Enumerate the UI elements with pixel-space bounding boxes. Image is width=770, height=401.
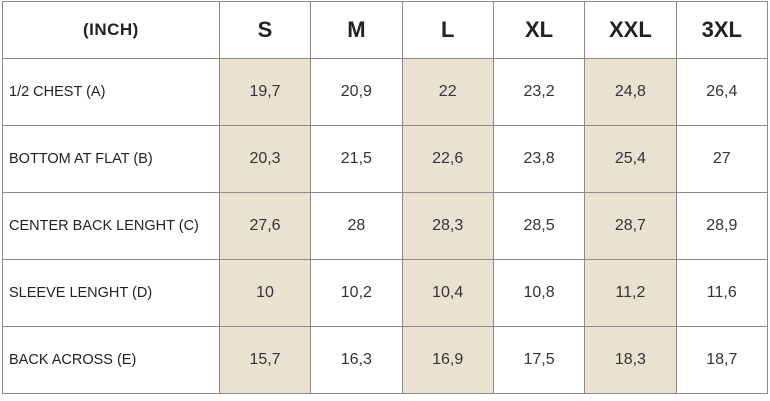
value-cell: 21,5 [310, 125, 403, 193]
value-cell: 20,3 [218, 125, 312, 193]
value-cell: 27 [675, 125, 769, 193]
value-cell: 10,4 [401, 259, 494, 327]
size-chart-table: (INCH) S M L XL XXL 3XL 1/2 CHEST (A) 19… [2, 1, 769, 394]
header-row: (INCH) S M L XL XXL 3XL [2, 1, 769, 59]
value-cell: 19,7 [218, 58, 312, 126]
value-cell: 11,6 [675, 259, 769, 327]
value-cell: 10,2 [310, 259, 403, 327]
value-cell: 24,8 [584, 58, 677, 126]
size-header-l: L [401, 1, 494, 59]
table-row-sleeve: SLEEVE LENGHT (D) 10 10,2 10,4 10,8 11,2… [2, 259, 769, 327]
row-label: CENTER BACK LENGHT (C) [2, 192, 220, 260]
value-cell: 17,5 [492, 326, 586, 394]
value-cell: 23,2 [492, 58, 586, 126]
row-label: SLEEVE LENGHT (D) [2, 259, 220, 327]
size-header-m: M [310, 1, 403, 59]
value-cell: 22,6 [401, 125, 494, 193]
value-cell: 28 [310, 192, 403, 260]
size-header-s: S [218, 1, 312, 59]
value-cell: 20,9 [310, 58, 403, 126]
size-header-3xl: 3XL [675, 1, 769, 59]
row-label: 1/2 CHEST (A) [2, 58, 220, 126]
value-cell: 11,2 [584, 259, 677, 327]
value-cell: 26,4 [675, 58, 769, 126]
table-row-chest: 1/2 CHEST (A) 19,7 20,9 22 23,2 24,8 26,… [2, 58, 769, 126]
value-cell: 18,3 [584, 326, 677, 394]
value-cell: 10,8 [492, 259, 586, 327]
value-cell: 23,8 [492, 125, 586, 193]
value-cell: 27,6 [218, 192, 312, 260]
value-cell: 25,4 [584, 125, 677, 193]
value-cell: 18,7 [675, 326, 769, 394]
value-cell: 22 [401, 58, 494, 126]
value-cell: 10 [218, 259, 312, 327]
value-cell: 16,9 [401, 326, 494, 394]
table-row-center-back: CENTER BACK LENGHT (C) 27,6 28 28,3 28,5… [2, 192, 769, 260]
table-row-bottom: BOTTOM AT FLAT (B) 20,3 21,5 22,6 23,8 2… [2, 125, 769, 193]
value-cell: 16,3 [310, 326, 403, 394]
row-label: BACK ACROSS (E) [2, 326, 220, 394]
table-row-back-across: BACK ACROSS (E) 15,7 16,3 16,9 17,5 18,3… [2, 326, 769, 394]
size-header-xl: XL [492, 1, 586, 59]
value-cell: 28,3 [401, 192, 494, 260]
size-header-xxl: XXL [584, 1, 677, 59]
unit-label: (INCH) [2, 1, 220, 59]
row-label: BOTTOM AT FLAT (B) [2, 125, 220, 193]
value-cell: 28,5 [492, 192, 586, 260]
value-cell: 28,9 [675, 192, 769, 260]
value-cell: 15,7 [218, 326, 312, 394]
value-cell: 28,7 [584, 192, 677, 260]
